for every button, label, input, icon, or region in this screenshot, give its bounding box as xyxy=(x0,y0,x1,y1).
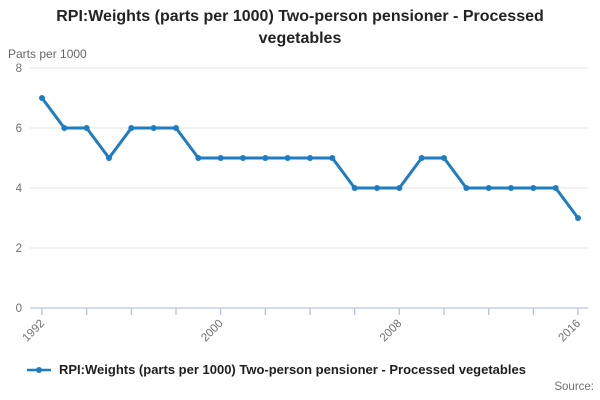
data-point[interactable] xyxy=(61,125,68,131)
data-point[interactable] xyxy=(195,155,202,161)
data-point[interactable] xyxy=(396,185,403,191)
data-point[interactable] xyxy=(463,185,470,191)
data-point[interactable] xyxy=(150,125,157,131)
data-point[interactable] xyxy=(307,155,313,161)
x-axis-tick-label: 1992 xyxy=(21,318,48,345)
data-point[interactable] xyxy=(329,155,336,161)
data-point[interactable] xyxy=(485,185,492,191)
y-axis-tick-label: 6 xyxy=(16,123,22,135)
data-point[interactable] xyxy=(39,95,45,101)
data-point[interactable] xyxy=(441,155,447,161)
data-point[interactable] xyxy=(351,185,358,191)
data-point[interactable] xyxy=(418,155,425,161)
y-axis-unit-label: Parts per 1000 xyxy=(8,47,87,61)
data-point[interactable] xyxy=(530,185,537,191)
y-axis-tick-label: 0 xyxy=(16,303,22,315)
data-point[interactable] xyxy=(128,125,135,131)
x-axis-tick-label: 2016 xyxy=(557,318,584,345)
data-point[interactable] xyxy=(508,185,514,191)
y-axis-tick-label: 2 xyxy=(16,243,22,255)
data-point[interactable] xyxy=(284,155,291,161)
source-label: Source: xyxy=(554,381,594,393)
data-point[interactable] xyxy=(575,215,581,221)
data-point[interactable] xyxy=(106,155,112,161)
data-point[interactable] xyxy=(240,155,246,161)
data-point[interactable] xyxy=(83,125,90,131)
legend-line-marker xyxy=(27,366,51,373)
x-axis-tick-label: 2008 xyxy=(378,318,405,345)
data-point[interactable] xyxy=(173,125,179,131)
data-point[interactable] xyxy=(262,155,269,161)
legend: RPI:Weights (parts per 1000) Two-person … xyxy=(26,362,526,377)
x-axis-tick-label: 2000 xyxy=(199,318,226,345)
legend-label: RPI:Weights (parts per 1000) Two-person … xyxy=(59,362,526,377)
y-axis-tick-label: 8 xyxy=(16,63,22,75)
chart-title: RPI:Weights (parts per 1000) Two-person … xyxy=(56,8,544,47)
data-point[interactable] xyxy=(217,155,224,161)
y-axis-tick-label: 4 xyxy=(16,183,23,195)
data-point[interactable] xyxy=(552,185,559,191)
data-point[interactable] xyxy=(374,185,380,191)
